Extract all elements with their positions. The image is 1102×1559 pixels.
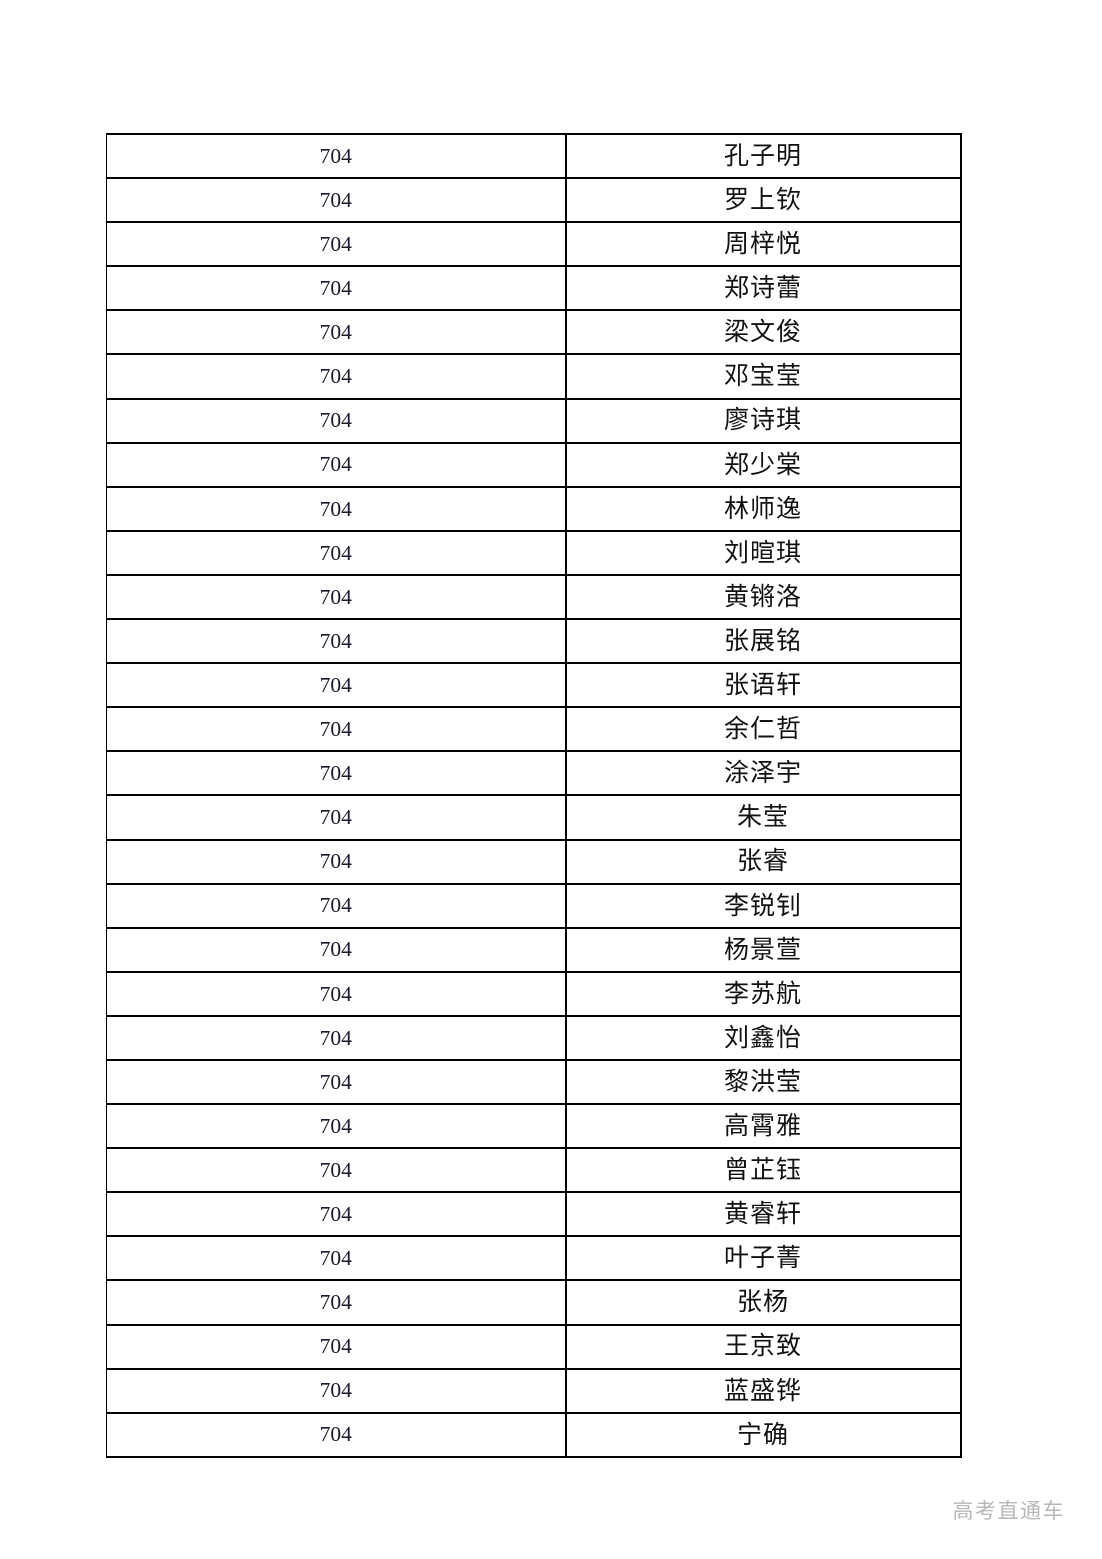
table-row: 704 黎洪莹 [106,1058,962,1106]
student-name-cell: 刘鑫怡 [565,1014,962,1061]
table-row: 704 叶子菁 [106,1235,962,1282]
class-code-cell: 704 [106,1147,567,1194]
student-name-cell: 曾芷钰 [565,1147,962,1194]
table-row: 704 宁确 [106,1411,962,1458]
table-row: 704 李苏航 [106,970,962,1017]
student-name-cell: 李苏航 [565,970,962,1017]
student-name-cell: 张展铭 [565,618,962,665]
student-name-cell: 郑少棠 [565,441,962,488]
student-name-cell: 蓝盛铧 [565,1367,962,1414]
class-code-cell: 704 [106,1058,567,1106]
student-name-cell: 李锐钊 [565,882,962,929]
class-code-cell: 704 [106,397,567,444]
class-code-cell: 704 [106,485,567,532]
class-code-cell: 704 [106,882,567,929]
student-name-cell: 林师逸 [565,485,962,532]
class-code-cell: 704 [106,926,567,973]
table-row: 704 李锐钊 [106,882,962,929]
student-name-cell: 黄锵洛 [565,573,962,621]
table-row: 704 郑少棠 [106,441,962,488]
table-row: 704 余仁哲 [106,706,962,753]
student-name-cell: 黄睿轩 [565,1191,962,1238]
class-code-cell: 704 [106,1323,567,1370]
student-name-cell: 邓宝莹 [565,353,962,400]
student-name-cell: 朱莹 [565,794,962,841]
student-roster-table: 704 孔子明 704 罗上钦 704 周梓悦 704 郑诗蕾 704 梁文俊 704 邓宝莹 704 廖… [106,132,962,1458]
table-row: 704 曾芷钰 [106,1147,962,1194]
table-row: 704 梁文俊 [106,309,962,356]
student-name-cell: 高霄雅 [565,1103,962,1150]
table-row: 704 张展铭 [106,618,962,665]
student-name-cell: 叶子菁 [565,1235,962,1282]
class-code-cell: 704 [106,794,567,841]
table-row: 704 杨景萱 [106,926,962,973]
class-code-cell: 704 [106,177,567,224]
roster-table-body: 704 孔子明 704 罗上钦 704 周梓悦 704 郑诗蕾 704 梁文俊 704 邓宝莹 704 廖… [106,132,962,1458]
student-name-cell: 周梓悦 [565,221,962,268]
class-code-cell: 704 [106,970,567,1017]
class-code-cell: 704 [106,706,567,753]
student-name-cell: 孔子明 [565,132,962,180]
student-name-cell: 梁文俊 [565,309,962,356]
student-name-cell: 黎洪莹 [565,1058,962,1106]
student-name-cell: 刘暄琪 [565,529,962,576]
student-name-cell: 王京致 [565,1323,962,1370]
student-name-cell: 涂泽宇 [565,750,962,797]
table-row: 704 郑诗蕾 [106,265,962,312]
table-row: 704 罗上钦 [106,177,962,224]
class-code-cell: 704 [106,662,567,709]
watermark-label: 高考直通车 [952,1499,1065,1523]
class-code-cell: 704 [106,221,567,268]
class-code-cell: 704 [106,618,567,665]
table-row: 704 张杨 [106,1279,962,1326]
table-row: 704 朱莹 [106,794,962,841]
table-row: 704 黄锵洛 [106,573,962,621]
class-code-cell: 704 [106,750,567,797]
student-name-cell: 杨景萱 [565,926,962,973]
table-row: 704 刘暄琪 [106,529,962,576]
class-code-cell: 704 [106,1279,567,1326]
student-name-cell: 张杨 [565,1279,962,1326]
class-code-cell: 704 [106,309,567,356]
table-row: 704 涂泽宇 [106,750,962,797]
table-row: 704 周梓悦 [106,221,962,268]
student-name-cell: 宁确 [565,1411,962,1458]
class-code-cell: 704 [106,441,567,488]
class-code-cell: 704 [106,1103,567,1150]
table-row: 704 蓝盛铧 [106,1367,962,1414]
class-code-cell: 704 [106,529,567,576]
class-code-cell: 704 [106,573,567,621]
table-row: 704 王京致 [106,1323,962,1370]
class-code-cell: 704 [106,1191,567,1238]
table-row: 704 廖诗琪 [106,397,962,444]
table-row: 704 张语轩 [106,662,962,709]
student-name-cell: 张睿 [565,838,962,885]
table-row: 704 高霄雅 [106,1103,962,1150]
table-row: 704 邓宝莹 [106,353,962,400]
class-code-cell: 704 [106,1235,567,1282]
class-code-cell: 704 [106,838,567,885]
student-name-cell: 余仁哲 [565,706,962,753]
class-code-cell: 704 [106,1014,567,1061]
student-name-cell: 郑诗蕾 [565,265,962,312]
student-name-cell: 廖诗琪 [565,397,962,444]
student-name-cell: 张语轩 [565,662,962,709]
table-row: 704 刘鑫怡 [106,1014,962,1061]
table-row: 704 张睿 [106,838,962,885]
class-code-cell: 704 [106,1411,567,1458]
class-code-cell: 704 [106,132,567,180]
table-row: 704 林师逸 [106,485,962,532]
table-row: 704 孔子明 [106,132,962,180]
class-code-cell: 704 [106,265,567,312]
class-code-cell: 704 [106,353,567,400]
class-code-cell: 704 [106,1367,567,1414]
student-name-cell: 罗上钦 [565,177,962,224]
table-row: 704 黄睿轩 [106,1191,962,1238]
